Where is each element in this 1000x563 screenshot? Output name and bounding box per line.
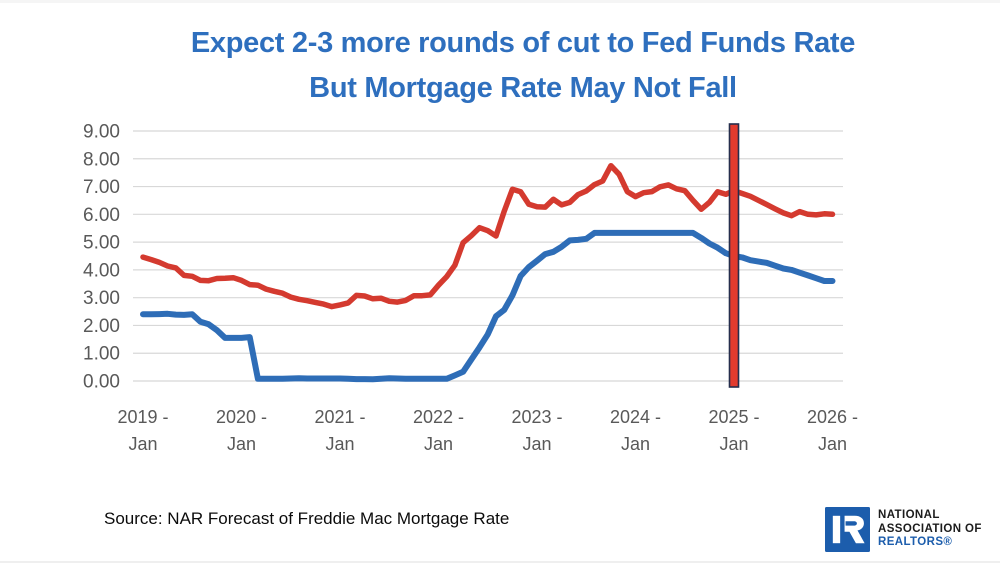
x-axis-label-year: 2025 - xyxy=(708,407,759,427)
y-axis-label: 1.00 xyxy=(83,344,120,365)
chart-title-line2: But Mortgage Rate May Not Fall xyxy=(309,72,737,104)
forecast-marker xyxy=(728,123,740,388)
y-axis-label: 5.00 xyxy=(83,233,120,254)
y-axis-label: 9.00 xyxy=(83,122,120,143)
nar-block-r-icon xyxy=(825,507,870,552)
x-axis-label-month: Jan xyxy=(227,434,256,454)
rate-line-chart: 9.00 8.00 7.00 6.00 5.00 4.00 3.00 2.00 1.00 0.00… xyxy=(83,122,858,455)
nar-logo-line2: ASSOCIATION OF xyxy=(878,522,982,535)
chart-title-line1: Expect 2-3 more rounds of cut to Fed Fun… xyxy=(190,27,856,59)
x-axis-label-month: Jan xyxy=(621,434,650,454)
x-axis-label-year: 2022 - xyxy=(413,407,464,427)
y-axis-label: 4.00 xyxy=(83,260,120,281)
fed-funds-rate-line xyxy=(140,229,836,383)
nar-logo-line1: NATIONAL xyxy=(878,509,940,522)
y-axis-label: 8.00 xyxy=(83,149,120,170)
y-axis-label: 0.00 xyxy=(83,372,120,393)
x-axis-label-year: 2019 - xyxy=(117,407,168,427)
y-axis-label: 2.00 xyxy=(83,316,120,337)
x-axis-label-month: Jan xyxy=(424,434,453,454)
x-axis-label-year: 2026 - xyxy=(807,407,858,427)
x-axis-label-month: Jan xyxy=(818,434,847,454)
chart-title: Expect 2-3 more rounds of cut to Fed Fun… xyxy=(46,21,1000,111)
x-axis-label-year: 2024 - xyxy=(610,407,661,427)
x-axis-label-month: Jan xyxy=(325,434,354,454)
x-axis-label-year: 2020 - xyxy=(216,407,267,427)
x-axis-label-year: 2021 - xyxy=(314,407,365,427)
y-axis-label: 3.00 xyxy=(83,288,120,309)
x-axis-label-year: 2023 - xyxy=(511,407,562,427)
x-axis-label-month: Jan xyxy=(522,434,551,454)
y-axis-label: 7.00 xyxy=(83,177,120,198)
y-axis-label: 6.00 xyxy=(83,205,120,226)
nar-logo: NATIONAL ASSOCIATION OF REALTORS® xyxy=(825,507,982,552)
nar-logo-text: NATIONAL ASSOCIATION OF REALTORS® xyxy=(878,509,982,550)
x-axis-label-month: Jan xyxy=(719,434,748,454)
x-axis-label-month: Jan xyxy=(128,434,157,454)
source-note: Source: NAR Forecast of Freddie Mac Mort… xyxy=(104,509,510,528)
mortgage-rate-line xyxy=(140,162,836,310)
nar-logo-line3: REALTORS® xyxy=(878,536,953,549)
